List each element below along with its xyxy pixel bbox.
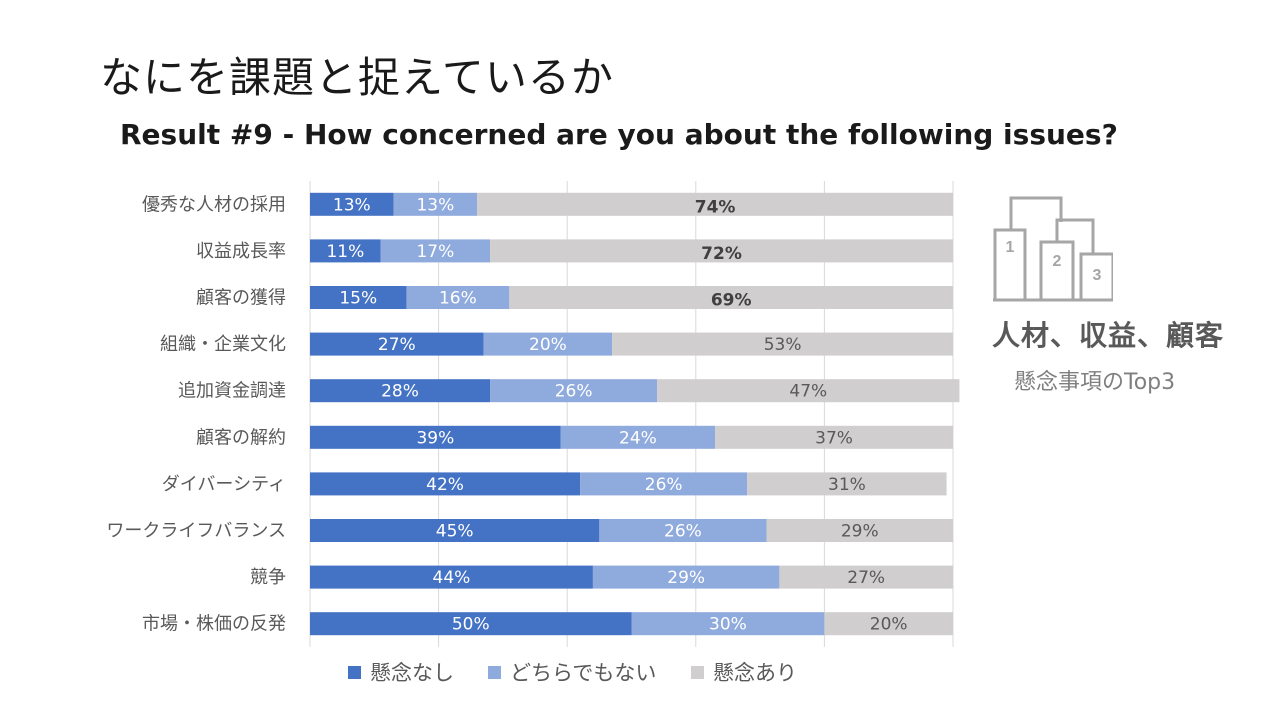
legend-swatch <box>691 666 704 679</box>
bar-segment <box>310 332 484 356</box>
bar-segment <box>477 192 953 216</box>
bar-segment <box>310 565 593 589</box>
bar-segment <box>631 612 825 636</box>
category-label: 組織・企業文化 <box>160 334 286 355</box>
bar-segment <box>310 239 381 263</box>
bar-segment <box>310 519 600 542</box>
data-label: 29% <box>667 568 705 588</box>
category-label: 顧客の解約 <box>196 427 286 448</box>
data-label: 30% <box>709 615 747 635</box>
category-label: 追加資金調達 <box>178 381 286 402</box>
data-label: 39% <box>416 428 454 448</box>
data-label: 69% <box>711 291 752 311</box>
legend-label: 懸念あり <box>713 661 797 685</box>
data-label: 20% <box>870 615 908 635</box>
bar-segment <box>715 425 953 449</box>
category-label: 市場・株価の反発 <box>142 614 286 635</box>
category-label: 優秀な人材の採用 <box>142 194 286 215</box>
bar-segment <box>747 472 947 496</box>
bar-segment <box>310 192 394 216</box>
bar-segment <box>310 612 632 636</box>
bar-segment <box>310 286 407 309</box>
data-label: 31% <box>828 475 866 495</box>
bar-segment <box>483 332 613 356</box>
data-label: 47% <box>789 382 827 402</box>
bar-segment <box>310 472 581 496</box>
data-label: 17% <box>416 242 454 262</box>
bar-segment <box>612 332 953 356</box>
legend-label: どちらでもない <box>510 661 656 685</box>
data-label: 26% <box>664 522 702 542</box>
data-label: 11% <box>326 242 364 262</box>
bar-segment <box>310 379 491 403</box>
slide-subtitle: Result #9 - How concerned are you about … <box>120 118 1118 151</box>
data-label: 26% <box>555 382 593 402</box>
podium-number-1: 1 <box>1006 239 1015 256</box>
data-label: 74% <box>695 197 736 217</box>
slide-title: なにを課題と捉えているか <box>100 53 614 102</box>
legend-swatch <box>488 666 501 679</box>
bar-segment <box>380 239 491 263</box>
bar-segment <box>766 519 953 542</box>
bar-segment <box>490 379 658 403</box>
category-label: ワークライフバランス <box>106 521 286 542</box>
bar-segment <box>509 286 953 309</box>
stacked-bar-chart: 優秀な人材の採用 13% 13% 74% 収益成長率 11% 17% 72% 顧客の獲得 15% 1… <box>106 181 960 685</box>
data-label: 28% <box>381 382 419 402</box>
category-label: 顧客の獲得 <box>196 288 286 309</box>
bar-segment <box>406 286 510 309</box>
bar-segment <box>592 565 780 589</box>
data-label: 20% <box>529 335 567 355</box>
podium-icon: 1 2 3 <box>993 196 1113 302</box>
bar-segment <box>560 425 716 449</box>
data-label: 50% <box>452 615 490 635</box>
data-label: 44% <box>433 568 471 588</box>
podium-number-2: 2 <box>1053 253 1062 270</box>
data-label: 13% <box>333 195 371 215</box>
legend-swatch <box>348 666 361 679</box>
data-label: 27% <box>378 335 416 355</box>
category-label: 収益成長率 <box>196 241 286 262</box>
data-label: 53% <box>764 335 802 355</box>
category-label: 競争 <box>250 567 286 588</box>
bar-segment <box>580 472 748 496</box>
data-label: 26% <box>645 475 683 495</box>
legend-label: 懸念なし <box>370 661 454 685</box>
bar-segment <box>490 239 953 263</box>
data-label: 37% <box>815 428 853 448</box>
bar-segment <box>310 425 561 449</box>
data-label: 24% <box>619 428 657 448</box>
bar-segment <box>657 379 960 403</box>
data-label: 29% <box>841 522 879 542</box>
podium-number-3: 3 <box>1093 267 1102 284</box>
data-label: 16% <box>439 289 477 309</box>
data-label: 72% <box>701 244 742 264</box>
data-label: 27% <box>847 568 885 588</box>
data-label: 45% <box>436 522 474 542</box>
data-label: 15% <box>339 289 377 309</box>
data-label: 13% <box>416 195 454 215</box>
top3-caption: 懸念事項のTop3 <box>1014 370 1176 395</box>
category-label: ダイバーシティ <box>162 474 286 495</box>
bar-segment <box>599 519 767 542</box>
bar-segment <box>824 612 953 636</box>
data-label: 42% <box>426 475 464 495</box>
bar-segment <box>393 192 478 216</box>
bar-segment <box>779 565 953 589</box>
top3-headline: 人材、収益、顧客 <box>992 319 1225 352</box>
